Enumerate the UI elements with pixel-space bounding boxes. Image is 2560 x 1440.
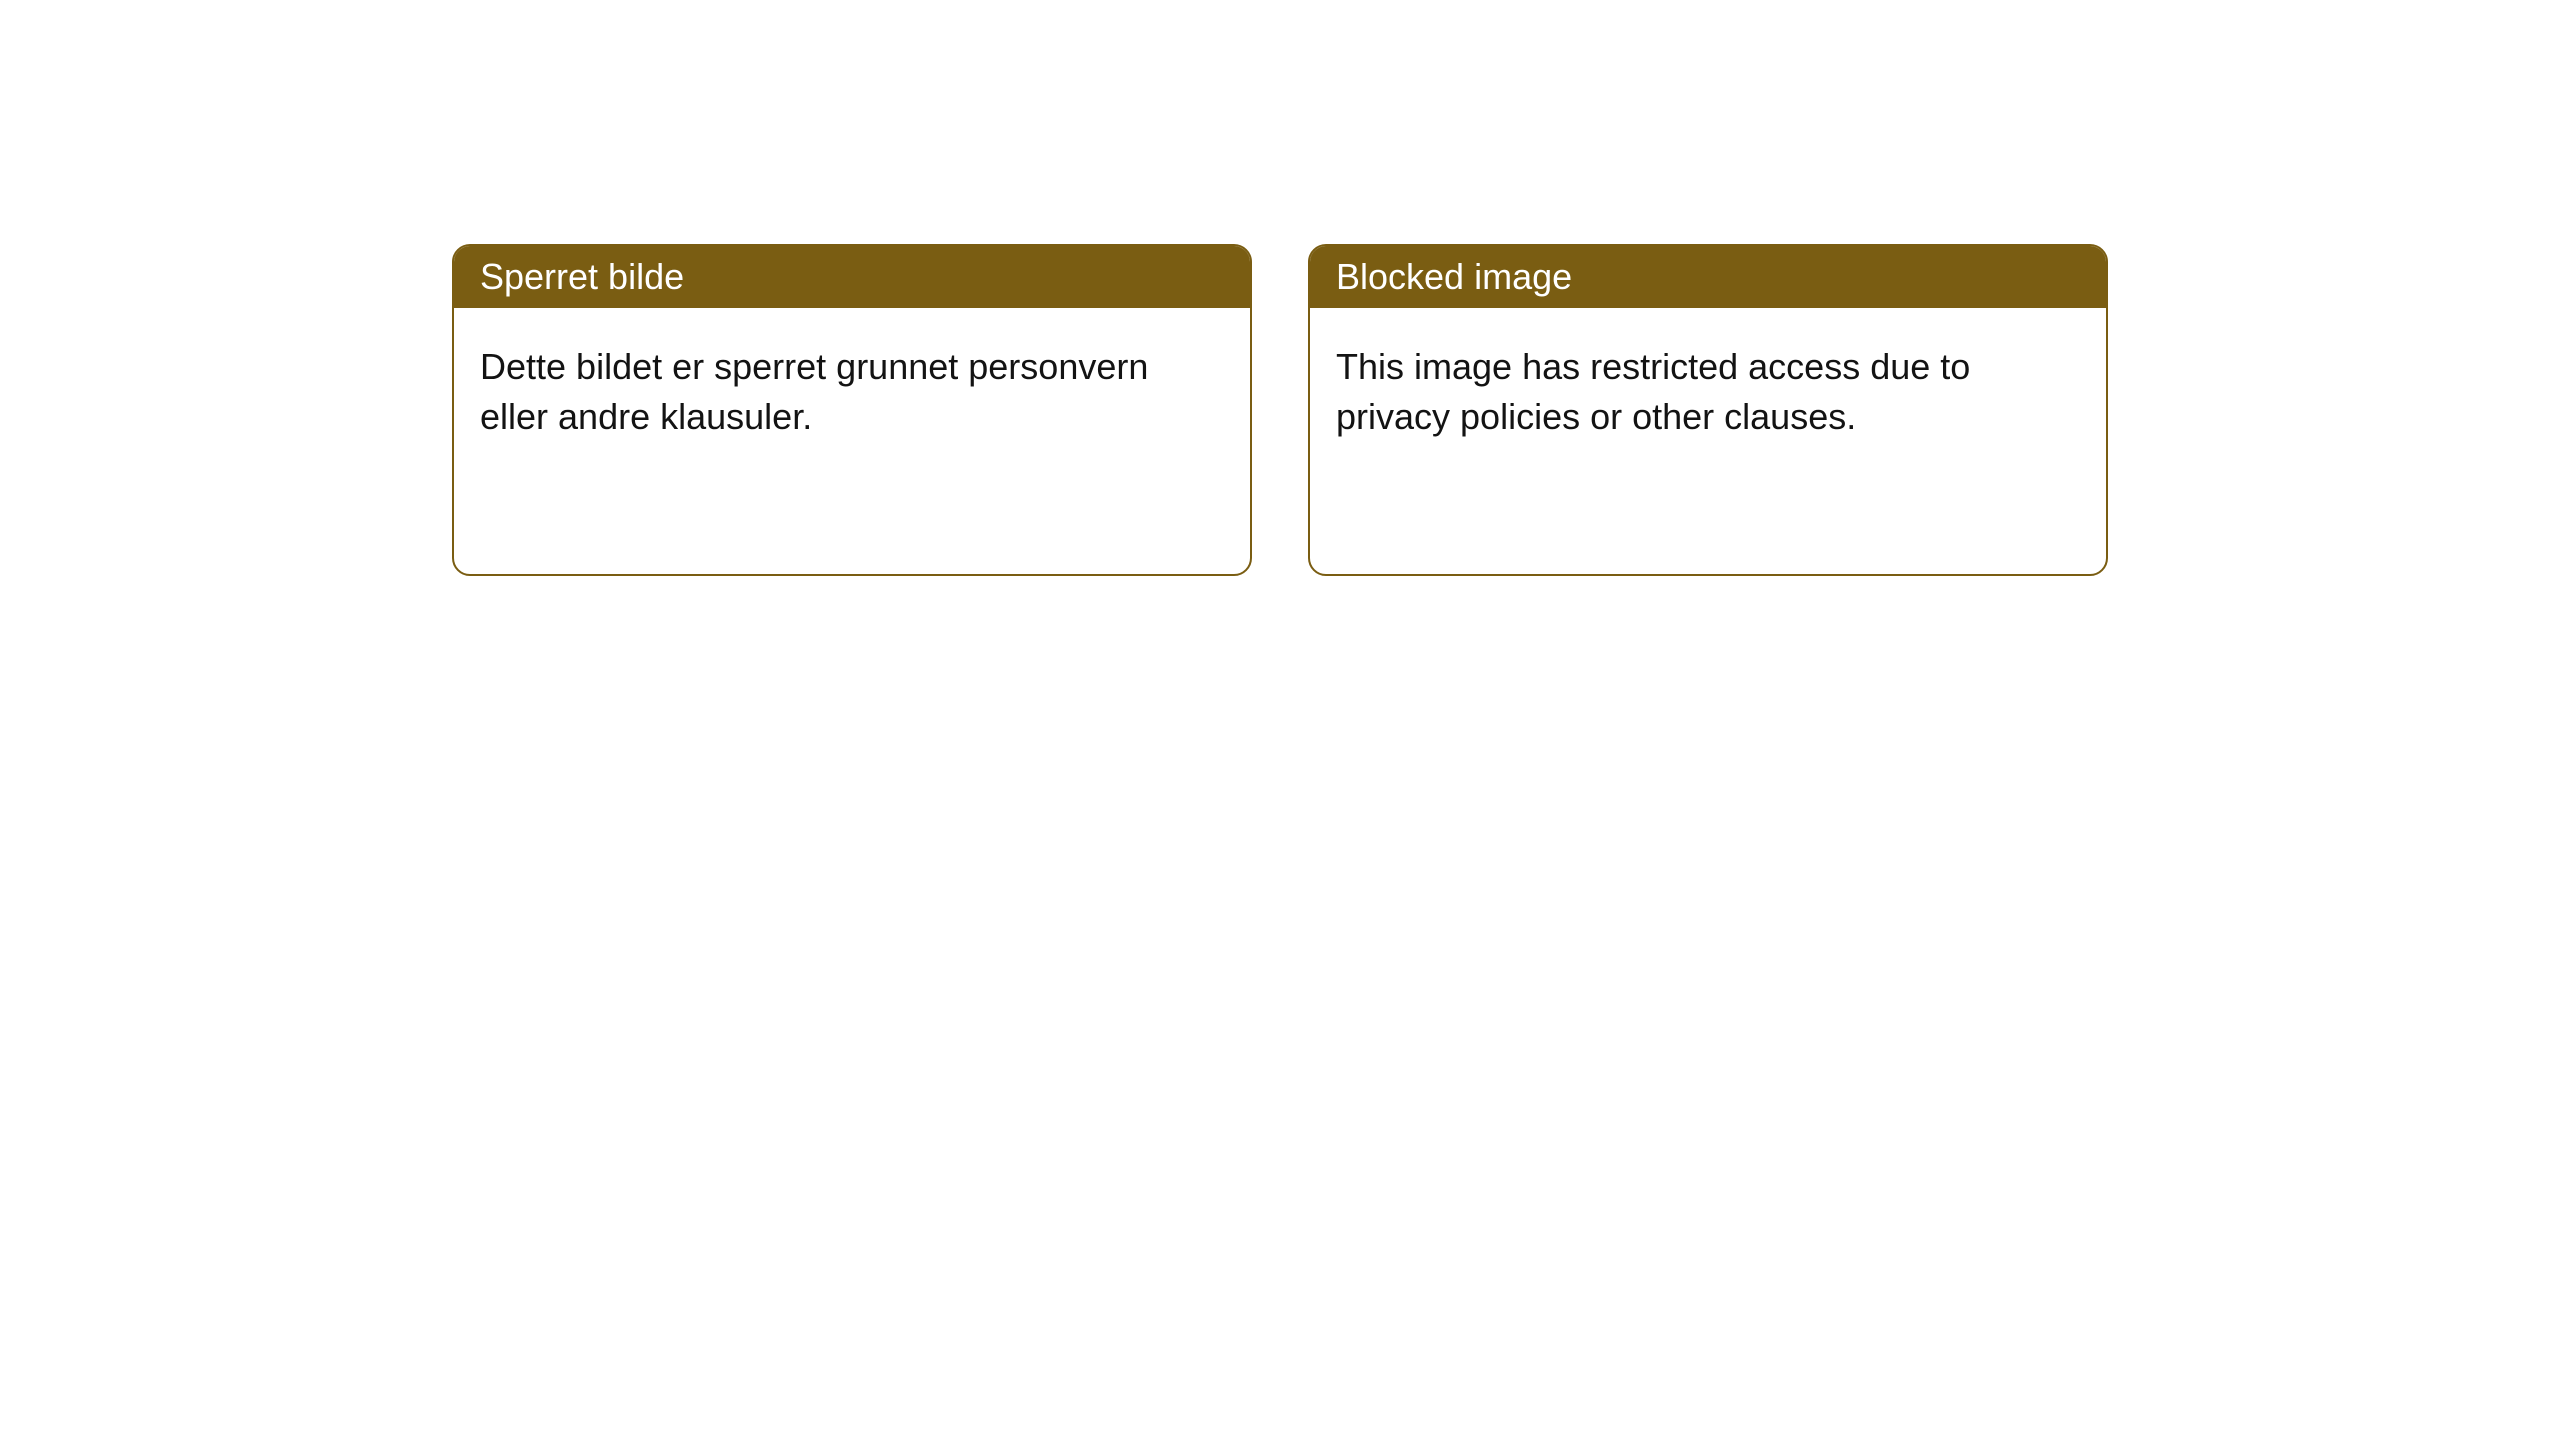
notice-message: Dette bildet er sperret grunnet personve… (480, 346, 1148, 437)
notice-header: Blocked image (1310, 246, 2106, 308)
notice-title: Blocked image (1336, 256, 1572, 297)
notice-container: Sperret bilde Dette bildet er sperret gr… (0, 0, 2560, 576)
notice-card-english: Blocked image This image has restricted … (1308, 244, 2108, 576)
notice-body: This image has restricted access due to … (1310, 308, 2106, 477)
notice-header: Sperret bilde (454, 246, 1250, 308)
notice-body: Dette bildet er sperret grunnet personve… (454, 308, 1250, 477)
notice-message: This image has restricted access due to … (1336, 346, 1970, 437)
notice-card-norwegian: Sperret bilde Dette bildet er sperret gr… (452, 244, 1252, 576)
notice-title: Sperret bilde (480, 256, 684, 297)
